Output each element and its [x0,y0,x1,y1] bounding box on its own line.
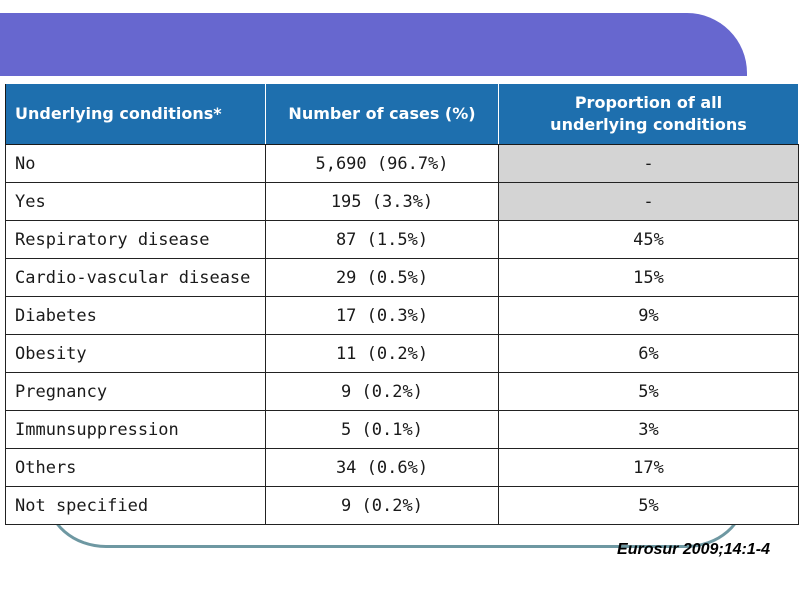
proportion-cell: 5% [498,372,799,411]
table-header-row: Underlying conditions* Number of cases (… [5,83,799,145]
table-row: Cardio-vascular disease 29 (0.5%) 15% [5,258,799,297]
cases-cell: 11 (0.2%) [265,334,499,373]
condition-cell: Diabetes [5,296,266,335]
cases-cell: 5 (0.1%) [265,410,499,449]
table-row: Not specified 9 (0.2%) 5% [5,486,799,525]
cases-cell: 195 (3.3%) [265,182,499,221]
condition-cell: Yes [5,182,266,221]
proportion-cell: - [498,144,799,183]
proportion-cell: 3% [498,410,799,449]
table-row: Pregnancy 9 (0.2%) 5% [5,372,799,411]
title-banner [0,13,747,76]
header-number-of-cases: Number of cases (%) [265,83,499,145]
cases-cell: 9 (0.2%) [265,372,499,411]
table-row: Others 34 (0.6%) 17% [5,448,799,487]
header-proportion-line1: Proportion of all [574,93,723,112]
underlying-conditions-table: Underlying conditions* Number of cases (… [5,83,799,525]
condition-cell: Cardio-vascular disease [5,258,266,297]
cases-cell: 5,690 (96.7%) [265,144,499,183]
table-row: Diabetes 17 (0.3%) 9% [5,296,799,335]
cases-cell: 34 (0.6%) [265,448,499,487]
proportion-cell: 9% [498,296,799,335]
proportion-cell: 17% [498,448,799,487]
table-row: Yes 195 (3.3%) - [5,182,799,221]
proportion-cell: - [498,182,799,221]
condition-cell: Obesity [5,334,266,373]
cases-cell: 87 (1.5%) [265,220,499,259]
table-row: Respiratory disease 87 (1.5%) 45% [5,220,799,259]
cases-cell: 17 (0.3%) [265,296,499,335]
condition-cell: No [5,144,266,183]
table-row: Obesity 11 (0.2%) 6% [5,334,799,373]
table-row: Immunsuppression 5 (0.1%) 3% [5,410,799,449]
header-proportion-line2: underlying conditions [550,115,747,134]
cases-cell: 29 (0.5%) [265,258,499,297]
proportion-cell: 5% [498,486,799,525]
proportion-cell: 45% [498,220,799,259]
header-proportion: Proportion of all underlying conditions [498,83,799,145]
cases-cell: 9 (0.2%) [265,486,499,525]
proportion-cell: 15% [498,258,799,297]
header-underlying-conditions: Underlying conditions* [5,83,266,145]
citation: Eurosur 2009;14:1-4 [617,541,770,558]
condition-cell: Others [5,448,266,487]
condition-cell: Not specified [5,486,266,525]
condition-cell: Immunsuppression [5,410,266,449]
condition-cell: Respiratory disease [5,220,266,259]
table-row: No 5,690 (96.7%) - [5,144,799,183]
condition-cell: Pregnancy [5,372,266,411]
proportion-cell: 6% [498,334,799,373]
